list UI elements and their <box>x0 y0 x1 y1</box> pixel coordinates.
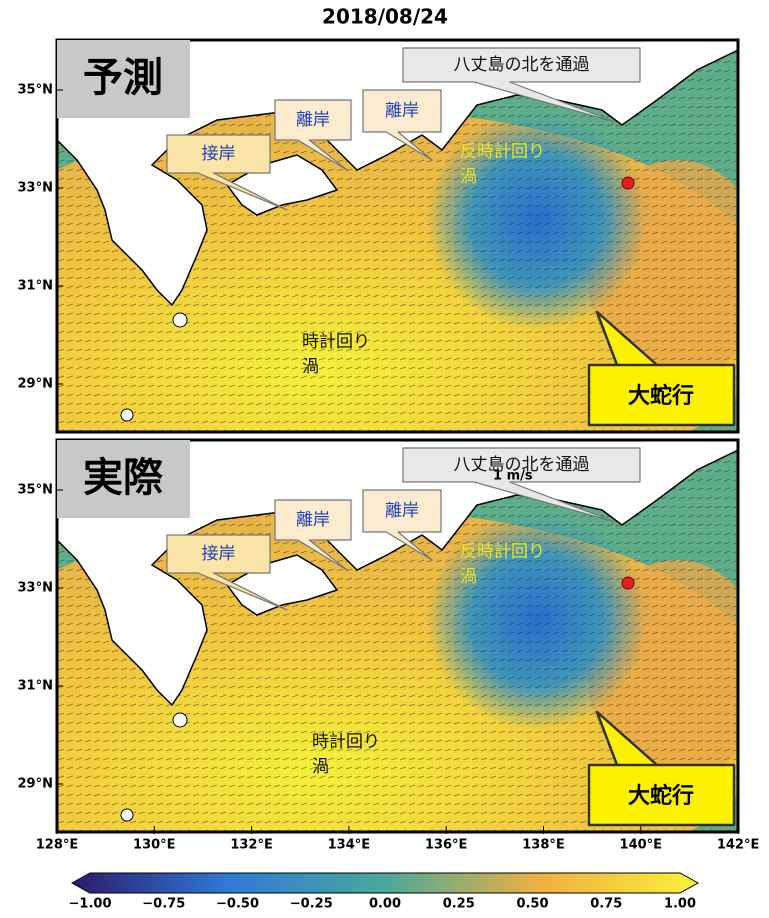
callout-box <box>402 447 641 523</box>
lon-tick-label: 134°E <box>328 838 371 853</box>
island <box>172 312 188 328</box>
meander-label: 大蛇行 <box>628 783 694 809</box>
colorbar-tick-label: 1.00 <box>664 897 696 912</box>
callout-text: 八丈島の北を通過 <box>454 55 590 75</box>
lon-tick-label: 136°E <box>425 838 468 853</box>
lat-tick-label: 33°N <box>18 181 53 196</box>
colorbar-tick-label: −1.00 <box>69 897 112 912</box>
lon-tick-label: 130°E <box>133 838 176 853</box>
panel-label-box <box>57 440 190 518</box>
lat-tick-label: 33°N <box>18 581 53 596</box>
callout-text: 離岸 <box>296 510 330 530</box>
land <box>57 40 738 307</box>
colorbar-tick-label: 0.25 <box>443 897 475 912</box>
map-field <box>57 40 738 432</box>
lat-tick-label: 35°N <box>18 83 53 98</box>
callout-box <box>166 534 288 611</box>
callout-box <box>362 489 442 561</box>
lat-tick-label: 31°N <box>18 679 53 694</box>
callout-box <box>362 89 442 161</box>
meander-box <box>591 367 732 423</box>
frame <box>55 38 740 434</box>
callout-box <box>274 99 352 171</box>
callout-box <box>166 134 288 211</box>
panel-label-box <box>57 40 190 118</box>
frame <box>55 438 740 834</box>
callout-box <box>274 499 352 571</box>
colorbar-tick-label: −0.75 <box>142 897 185 912</box>
lat-tick-label: 29°N <box>18 777 53 792</box>
colorbar-tick-label: −0.25 <box>290 897 333 912</box>
eddy-label: 反時計回り <box>460 142 545 162</box>
callout-text: 接岸 <box>202 544 236 564</box>
eddy-label: 反時計回り <box>460 542 545 562</box>
island <box>172 712 188 728</box>
callout-text: 離岸 <box>385 101 419 121</box>
scale-label: 1 m/s <box>493 469 533 484</box>
eddy-label: 時計回り <box>302 332 370 352</box>
island <box>120 808 134 822</box>
colorbar-tick-label: 0.75 <box>590 897 622 912</box>
lat-tick-label: 29°N <box>18 377 53 392</box>
hachijo-marker <box>621 576 635 590</box>
lon-tick-label: 138°E <box>522 838 565 853</box>
callout-text: 離岸 <box>296 110 330 130</box>
eddy-label: 渦 <box>312 757 329 777</box>
eddy-label: 渦 <box>302 357 319 377</box>
panel-label: 予測 <box>83 55 163 101</box>
callout-text: 八丈島の北を通過 <box>454 455 590 475</box>
lon-tick-label: 140°E <box>620 838 663 853</box>
lat-tick-label: 31°N <box>18 279 53 294</box>
colorbar-tick-label: 0.00 <box>369 897 401 912</box>
eddy-label: 渦 <box>460 567 477 587</box>
lon-tick-label: 142°E <box>717 838 760 853</box>
callout-box <box>402 47 641 123</box>
eddy-label: 渦 <box>460 167 477 187</box>
island <box>120 408 134 422</box>
colorbar <box>70 872 700 894</box>
callout-text: 接岸 <box>202 144 236 164</box>
lon-tick-label: 132°E <box>230 838 273 853</box>
lon-tick-label: 128°E <box>36 838 79 853</box>
panel-label: 実際 <box>83 455 163 501</box>
meander-label: 大蛇行 <box>628 383 694 409</box>
title: 2018/08/24 <box>322 5 448 29</box>
lat-tick-label: 35°N <box>18 483 53 498</box>
meander-box <box>591 767 732 823</box>
colorbar-tick-label: 0.50 <box>516 897 548 912</box>
hachijo-marker <box>621 176 635 190</box>
eddy-label: 時計回り <box>312 732 380 752</box>
land <box>57 440 738 707</box>
colorbar-tick-label: −0.50 <box>216 897 259 912</box>
callout-text: 離岸 <box>385 501 419 521</box>
